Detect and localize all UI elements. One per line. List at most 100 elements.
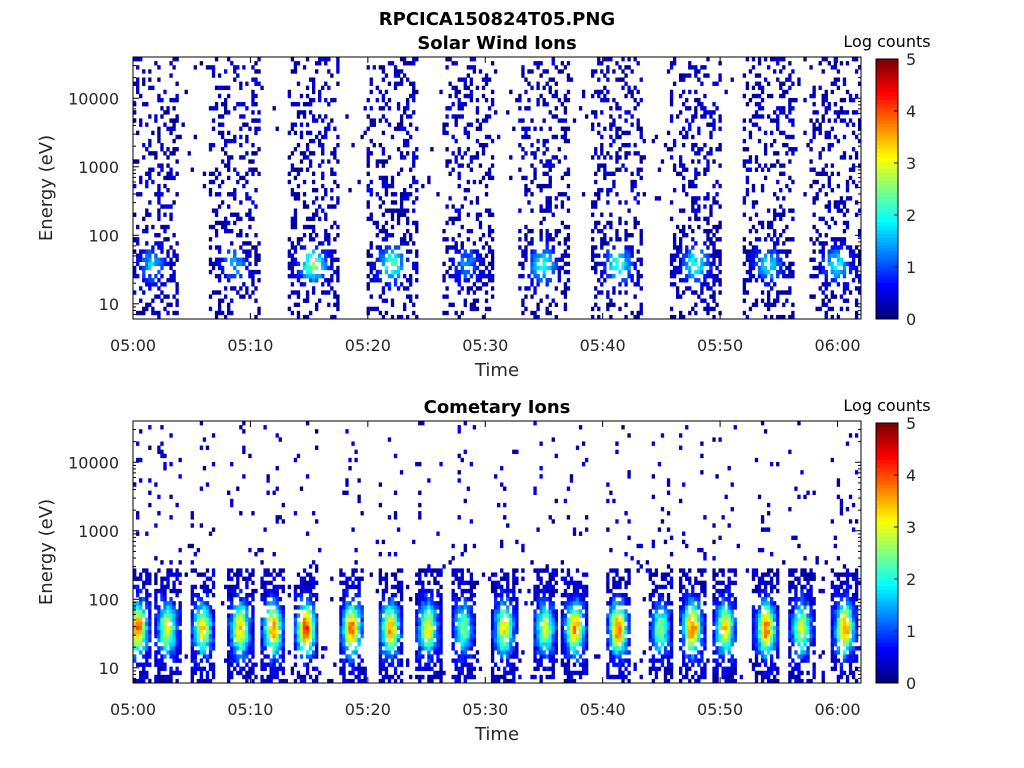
heatmap-cell: [560, 118, 565, 123]
heatmap-cell: [369, 151, 373, 156]
heatmap-cell: [490, 175, 495, 181]
heatmap-cell: [624, 257, 628, 262]
heatmap-cell: [233, 257, 237, 262]
heatmap-cell: [748, 253, 753, 258]
heatmap-cell: [469, 159, 474, 164]
heatmap-cell: [548, 179, 552, 185]
heatmap-cell: [639, 167, 643, 172]
heatmap-cell: [214, 106, 219, 111]
heatmap-cell: [682, 257, 686, 262]
heatmap-cell: [233, 69, 237, 74]
heatmap-cell: [217, 245, 222, 250]
heatmap-cell: [821, 216, 825, 222]
heatmap-cell: [242, 576, 246, 581]
heatmap-cell: [399, 621, 404, 626]
heatmap-cell: [679, 73, 683, 78]
heatmap-cell: [290, 57, 295, 62]
heatmap-cell: [263, 629, 267, 635]
heatmap-cell: [509, 175, 513, 181]
heatmap-cell: [378, 621, 383, 626]
heatmap-cell: [372, 265, 376, 271]
heatmap-cell: [697, 294, 701, 299]
heatmap-cell: [770, 286, 774, 291]
heatmap-cell: [208, 261, 213, 267]
heatmap-cell: [287, 273, 292, 279]
heatmap-cell: [278, 678, 282, 684]
heatmap-cell: [703, 93, 707, 99]
heatmap-cell: [851, 257, 856, 262]
heatmap-cell: [402, 188, 407, 193]
heatmap-cell: [560, 126, 565, 131]
heatmap-cell: [315, 678, 319, 684]
heatmap-cell: [393, 65, 398, 70]
heatmap-cell: [148, 286, 152, 291]
heatmap-cell: [133, 625, 137, 631]
heatmap-cell: [457, 171, 461, 177]
heatmap-cell: [836, 245, 841, 250]
heatmap-cell: [857, 163, 862, 168]
colorbar-swatch: [876, 254, 898, 259]
heatmap-cell: [381, 605, 386, 610]
heatmap-cell: [333, 294, 337, 299]
heatmap-cell: [700, 106, 704, 111]
colorbar-swatch: [876, 132, 898, 137]
heatmap-cell: [302, 245, 307, 250]
heatmap-cell: [818, 151, 822, 156]
heatmap-cell: [248, 269, 252, 275]
heatmap-cell: [324, 61, 328, 66]
heatmap-cell: [760, 89, 765, 95]
heatmap-cell: [233, 572, 237, 577]
heatmap-cell: [742, 138, 747, 144]
heatmap-cell: [220, 130, 225, 136]
heatmap-cell: [466, 286, 470, 291]
heatmap-cell: [145, 580, 149, 586]
heatmap-cell: [318, 241, 322, 246]
heatmap-cell: [263, 580, 267, 586]
heatmap-cell: [770, 130, 774, 136]
heatmap-cell: [448, 159, 452, 164]
heatmap-cell: [791, 147, 795, 152]
heatmap-cell: [214, 257, 219, 262]
heatmap-cell: [305, 224, 310, 230]
heatmap-cell: [224, 216, 228, 222]
x-tick-label: 06:00: [814, 336, 860, 355]
heatmap-cell: [415, 147, 419, 152]
heatmap-cell: [272, 650, 276, 655]
heatmap-cell: [415, 220, 419, 226]
heatmap-cell: [311, 97, 316, 103]
heatmap-cell: [836, 204, 841, 209]
heatmap-cell: [296, 142, 301, 148]
heatmap-cell: [172, 625, 176, 631]
heatmap-cell: [278, 666, 282, 672]
heatmap-cell: [230, 310, 234, 316]
heatmap-cell: [563, 126, 568, 131]
heatmap-cell: [845, 188, 850, 193]
heatmap-cell: [166, 605, 170, 610]
heatmap-cell: [560, 253, 565, 258]
heatmap-cell: [779, 269, 783, 275]
heatmap-cell: [524, 106, 528, 111]
heatmap-cell: [760, 269, 765, 275]
heatmap-cell: [139, 572, 143, 577]
heatmap-cell: [384, 269, 389, 275]
heatmap-cell: [533, 175, 537, 181]
heatmap-cell: [351, 678, 355, 684]
heatmap-cell: [242, 65, 246, 70]
heatmap-cell: [603, 85, 607, 91]
heatmap-cell: [318, 253, 322, 258]
heatmap-cell: [220, 269, 225, 275]
heatmap-cell: [351, 609, 355, 614]
heatmap-cell: [315, 666, 319, 672]
heatmap-cell: [208, 224, 213, 230]
heatmap-cell: [430, 674, 434, 680]
heatmap-cell: [757, 126, 762, 131]
x-tick-label: 05:40: [580, 336, 626, 355]
heatmap-cell: [311, 511, 316, 516]
heatmap-cell: [172, 294, 176, 299]
heatmap-cell: [484, 265, 489, 271]
heatmap-cell: [615, 167, 619, 172]
heatmap-cell: [457, 175, 461, 181]
heatmap-cell: [427, 564, 431, 569]
heatmap-cell: [536, 257, 540, 262]
heatmap-cell: [381, 147, 386, 152]
